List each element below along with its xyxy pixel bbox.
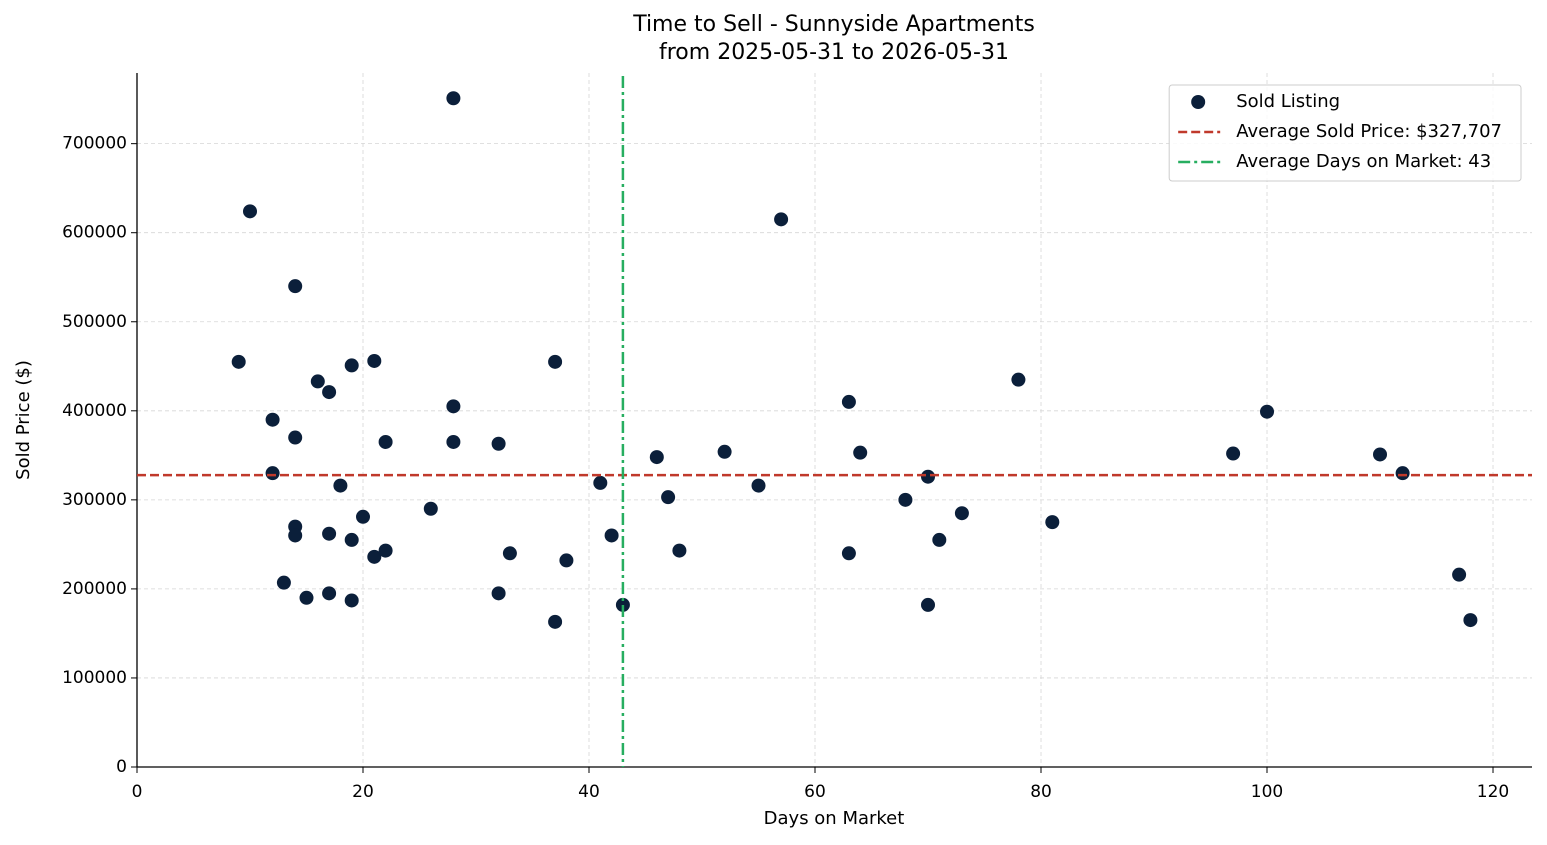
data-point xyxy=(1463,613,1478,628)
data-point xyxy=(367,549,382,564)
data-point xyxy=(288,279,303,294)
legend-label: Average Days on Market: 43 xyxy=(1236,151,1491,172)
data-point xyxy=(356,509,371,524)
chart-title: Time to Sell - Sunnyside Apartments xyxy=(632,12,1035,37)
data-point xyxy=(672,543,687,558)
data-point xyxy=(367,353,382,368)
data-point xyxy=(378,543,393,558)
data-point xyxy=(649,450,664,465)
data-point xyxy=(423,501,438,516)
y-tick-label: 200000 xyxy=(62,579,127,599)
data-point xyxy=(717,444,732,459)
x-tick-label: 60 xyxy=(804,782,826,802)
y-tick-label: 300000 xyxy=(62,490,127,510)
data-point xyxy=(288,430,303,445)
data-point xyxy=(559,553,574,568)
legend-box xyxy=(1168,84,1522,182)
data-point xyxy=(1011,372,1026,387)
data-point xyxy=(322,385,337,400)
data-point xyxy=(299,590,314,605)
data-point xyxy=(491,586,506,601)
data-point xyxy=(491,436,506,451)
data-point xyxy=(615,597,630,612)
legend-label: Sold Listing xyxy=(1236,91,1340,112)
x-tick-label: 100 xyxy=(1251,782,1283,802)
data-point xyxy=(446,91,461,106)
data-point xyxy=(898,492,913,507)
data-point xyxy=(921,469,936,484)
data-point xyxy=(276,575,291,590)
data-point xyxy=(322,526,337,541)
y-tick-label: 700000 xyxy=(62,134,127,154)
data-point xyxy=(853,445,868,460)
y-tick-label: 600000 xyxy=(62,223,127,243)
y-tick-label: 100000 xyxy=(62,668,127,688)
x-tick-label: 20 xyxy=(352,782,374,802)
data-point xyxy=(1226,446,1241,461)
data-point xyxy=(446,434,461,449)
data-point xyxy=(446,399,461,414)
data-point xyxy=(1395,466,1410,481)
x-tick-label: 80 xyxy=(1030,782,1052,802)
y-tick-label: 0 xyxy=(116,757,127,777)
data-point xyxy=(661,490,676,505)
data-point xyxy=(932,532,947,547)
data-point xyxy=(310,374,325,389)
legend-label: Average Sold Price: $327,707 xyxy=(1236,121,1502,142)
data-point xyxy=(265,412,280,427)
data-point xyxy=(774,212,789,227)
x-tick-label: 40 xyxy=(578,782,600,802)
x-axis-label: Days on Market xyxy=(764,808,905,829)
data-point xyxy=(604,528,619,543)
y-tick-label: 500000 xyxy=(62,312,127,332)
x-tick-label: 0 xyxy=(132,782,143,802)
data-point xyxy=(231,354,246,369)
legend-marker xyxy=(1191,95,1206,109)
x-tick-label: 120 xyxy=(1477,782,1509,802)
data-point xyxy=(322,586,337,601)
data-point xyxy=(344,532,359,547)
data-point xyxy=(841,394,856,409)
data-point xyxy=(1260,404,1275,419)
data-point xyxy=(751,478,766,493)
data-point xyxy=(333,478,348,493)
data-point xyxy=(1045,515,1060,530)
data-point xyxy=(265,466,280,481)
data-point xyxy=(1452,567,1467,582)
data-point xyxy=(548,614,563,629)
data-point xyxy=(502,546,517,561)
data-point xyxy=(288,528,303,543)
data-point xyxy=(954,506,969,521)
data-point xyxy=(344,593,359,608)
data-point xyxy=(344,358,359,373)
y-axis-label: Sold Price ($) xyxy=(13,360,34,480)
data-point xyxy=(548,354,563,369)
data-point xyxy=(243,204,258,219)
data-point xyxy=(1373,447,1388,462)
y-tick-label: 400000 xyxy=(62,401,127,421)
data-point xyxy=(593,475,608,490)
data-point xyxy=(841,546,856,561)
data-point xyxy=(378,434,393,449)
chart-subtitle: from 2025-05-31 to 2026-05-31 xyxy=(659,40,1009,65)
legend: Sold Listing Average Sold Price: $327,707… xyxy=(1168,84,1522,182)
data-point xyxy=(921,597,936,612)
